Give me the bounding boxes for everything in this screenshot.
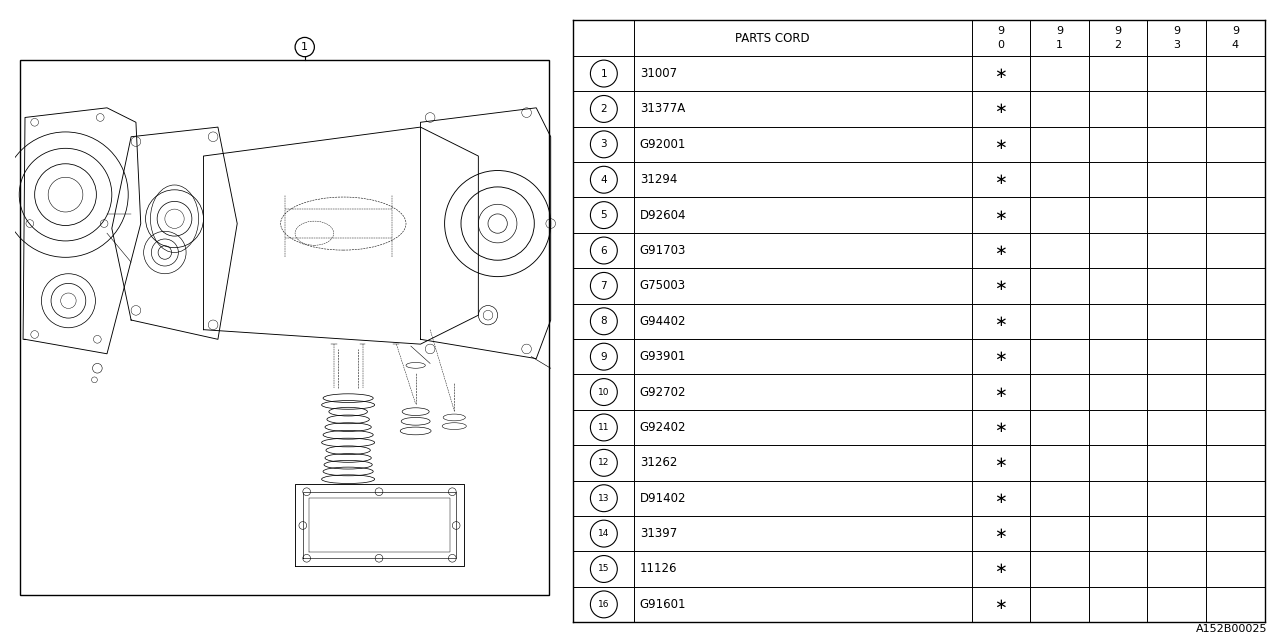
Text: G92702: G92702 <box>640 385 686 399</box>
Text: ∗: ∗ <box>995 491 1007 506</box>
Text: 13: 13 <box>598 493 609 503</box>
Text: G94402: G94402 <box>640 315 686 328</box>
Text: G91601: G91601 <box>640 598 686 611</box>
Text: ∗: ∗ <box>995 385 1007 399</box>
Text: ∗: ∗ <box>995 526 1007 541</box>
Text: 1: 1 <box>600 68 607 79</box>
Text: 16: 16 <box>598 600 609 609</box>
Text: G93901: G93901 <box>640 350 686 363</box>
Text: 4: 4 <box>1231 40 1239 51</box>
Text: ∗: ∗ <box>995 243 1007 258</box>
Text: ∗: ∗ <box>995 66 1007 81</box>
Text: G91703: G91703 <box>640 244 686 257</box>
Text: ∗: ∗ <box>995 172 1007 188</box>
Text: 9: 9 <box>1115 26 1121 36</box>
Text: 9: 9 <box>1231 26 1239 36</box>
Text: ∗: ∗ <box>995 314 1007 329</box>
Text: 2: 2 <box>1115 40 1121 51</box>
Text: 9: 9 <box>1056 26 1064 36</box>
Text: ∗: ∗ <box>995 207 1007 223</box>
Text: ∗: ∗ <box>995 278 1007 293</box>
Text: 31377A: 31377A <box>640 102 685 115</box>
Text: ∗: ∗ <box>995 349 1007 364</box>
Text: 31262: 31262 <box>640 456 677 469</box>
Text: ∗: ∗ <box>995 597 1007 612</box>
Text: D92604: D92604 <box>640 209 686 221</box>
Text: 14: 14 <box>598 529 609 538</box>
Text: D91402: D91402 <box>640 492 686 505</box>
Text: ∗: ∗ <box>995 420 1007 435</box>
Text: 11126: 11126 <box>640 563 677 575</box>
Text: G92402: G92402 <box>640 421 686 434</box>
Text: 15: 15 <box>598 564 609 573</box>
Text: 31007: 31007 <box>640 67 677 80</box>
Text: 12: 12 <box>598 458 609 467</box>
Text: G75003: G75003 <box>640 280 686 292</box>
Text: 1: 1 <box>1056 40 1062 51</box>
Text: 6: 6 <box>600 246 607 255</box>
Text: G92001: G92001 <box>640 138 686 151</box>
Text: ∗: ∗ <box>995 455 1007 470</box>
Text: 0: 0 <box>997 40 1005 51</box>
Text: 31294: 31294 <box>640 173 677 186</box>
Text: 2: 2 <box>600 104 607 114</box>
Text: 9: 9 <box>600 351 607 362</box>
Text: ∗: ∗ <box>995 102 1007 116</box>
Text: 31397: 31397 <box>640 527 677 540</box>
Text: 1: 1 <box>301 42 308 52</box>
Text: 3: 3 <box>1174 40 1180 51</box>
Text: 11: 11 <box>598 423 609 432</box>
Text: 4: 4 <box>600 175 607 185</box>
Text: 3: 3 <box>600 140 607 149</box>
Text: 5: 5 <box>600 210 607 220</box>
Text: 7: 7 <box>600 281 607 291</box>
Text: 8: 8 <box>600 316 607 326</box>
Text: 9: 9 <box>1174 26 1180 36</box>
Text: 9: 9 <box>997 26 1005 36</box>
Text: A152B00025: A152B00025 <box>1196 623 1267 634</box>
Text: ∗: ∗ <box>995 561 1007 577</box>
Text: ∗: ∗ <box>995 137 1007 152</box>
Text: PARTS CORD: PARTS CORD <box>735 31 810 45</box>
Text: 10: 10 <box>598 388 609 397</box>
